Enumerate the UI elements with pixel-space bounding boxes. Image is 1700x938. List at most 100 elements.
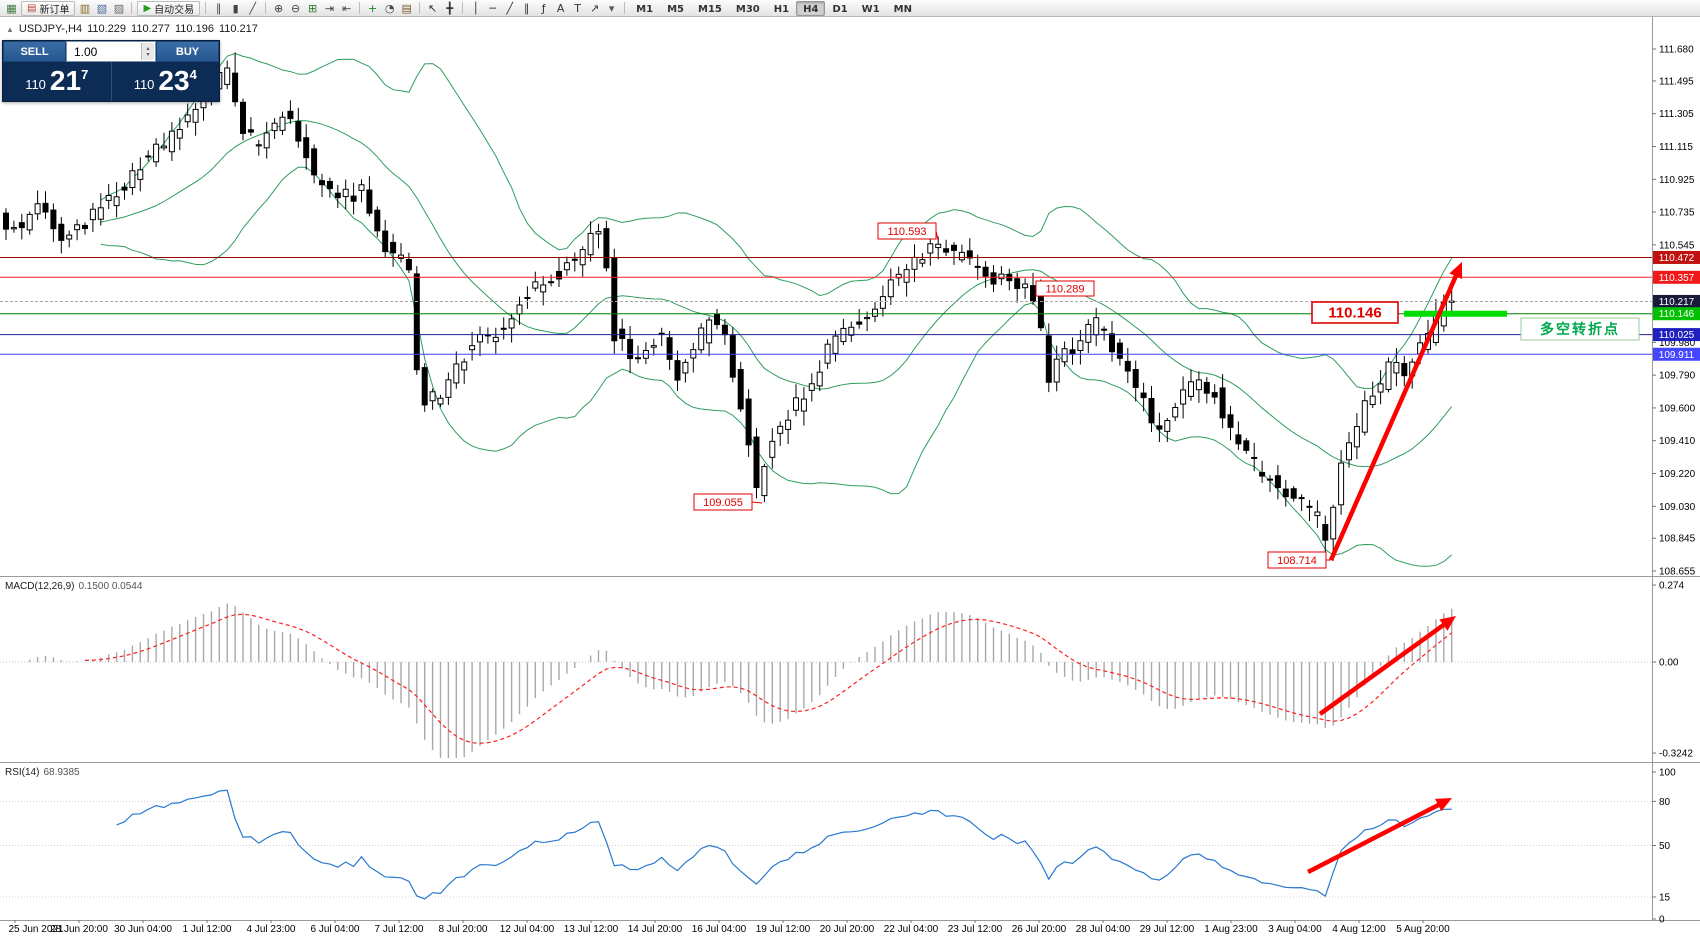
terminal-icon[interactable]: ▨: [113, 1, 125, 15]
sell-price[interactable]: 110 21 7: [3, 62, 112, 101]
sell-price-pip: 7: [81, 67, 89, 82]
svg-text:14 Jul 20:00: 14 Jul 20:00: [628, 924, 683, 935]
timeframe-h4-button[interactable]: H4: [796, 0, 826, 16]
zoom-in-icon[interactable]: ⊕: [274, 1, 284, 15]
price-annotation-109.055[interactable]: [693, 493, 753, 511]
timeframe-m1-button[interactable]: M1: [636, 3, 654, 15]
new-order-icon: ▤: [27, 2, 37, 14]
arrows-tool-icon[interactable]: ↗: [590, 1, 600, 15]
svg-text:109.220: 109.220: [1659, 469, 1696, 480]
price-annotation-110.593[interactable]: [877, 222, 937, 240]
axis-chip-109.911: [1653, 347, 1700, 361]
level-lines[interactable]: [0, 256, 1652, 355]
buy-button[interactable]: BUY: [156, 41, 219, 62]
new-order-button[interactable]: ▤ 新订单: [21, 0, 76, 16]
text-label-icon[interactable]: T: [574, 1, 582, 15]
indicators-icon[interactable]: +: [368, 1, 378, 15]
trend-arrows[interactable]: [1306, 262, 1463, 875]
svg-text:19 Jul 12:00: 19 Jul 12:00: [756, 924, 811, 935]
svg-text:109.055: 109.055: [703, 497, 743, 509]
svg-text:110.289: 110.289: [1046, 284, 1085, 296]
svg-text:0.274: 0.274: [1659, 581, 1684, 592]
annotations[interactable]: 110.593 110.289 110.146 109.055 108.714 多空转折点: [693, 222, 1640, 569]
bollinger-middle-band: [100, 120, 1453, 467]
line-chart-icon[interactable]: ╱: [249, 1, 256, 15]
timeframe-m5-button[interactable]: M5: [667, 3, 684, 15]
svg-text:110.217: 110.217: [1659, 297, 1695, 308]
auto-trading-button[interactable]: ▶ 自动交易: [137, 0, 201, 16]
svg-text:23 Jul 12:00: 23 Jul 12:00: [948, 924, 1003, 935]
toolbar-separator: [624, 2, 626, 14]
svg-text:28 Jul 04:00: 28 Jul 04:00: [1076, 924, 1131, 935]
toolbar-dropdown-icon[interactable]: ▾: [608, 1, 615, 15]
candlestick-chart-icon[interactable]: ▮: [232, 1, 239, 15]
new-chart-icon[interactable]: ▦: [6, 1, 17, 15]
ohlc-open: 110.229: [87, 23, 127, 35]
vertical-line-icon[interactable]: │: [472, 1, 479, 15]
timeframe-w1-button[interactable]: W1: [861, 3, 880, 15]
chart-shift-icon[interactable]: ⇤: [342, 1, 352, 15]
svg-text:109.410: 109.410: [1659, 436, 1696, 447]
svg-text:25 Jun 2021: 25 Jun 2021: [8, 924, 63, 935]
svg-text:8 Jul 20:00: 8 Jul 20:00: [439, 924, 488, 935]
spinner-up-icon[interactable]: ▴: [146, 45, 150, 52]
cursor-icon[interactable]: ↖: [428, 1, 438, 15]
sell-button[interactable]: SELL: [3, 41, 66, 62]
turning-point-box[interactable]: [1520, 317, 1640, 341]
trendline-icon[interactable]: ╱: [506, 1, 513, 15]
new-order-button-label: 新订单: [39, 4, 70, 16]
svg-text:0: 0: [1659, 915, 1665, 926]
market-watch-icon[interactable]: ▥: [79, 1, 91, 15]
timeframe-h1-button[interactable]: H1: [773, 3, 790, 15]
svg-text:110.146: 110.146: [1659, 309, 1695, 320]
navigator-icon[interactable]: ▧: [96, 1, 108, 15]
fibonacci-icon[interactable]: ƒ: [541, 1, 546, 15]
svg-text:29 Jul 12:00: 29 Jul 12:00: [1140, 924, 1195, 935]
svg-text:4 Jul 23:00: 4 Jul 23:00: [247, 924, 296, 935]
auto-scroll-icon[interactable]: ⇥: [325, 1, 335, 15]
spinner-down-icon[interactable]: ▾: [146, 51, 150, 58]
svg-text:109.790: 109.790: [1659, 371, 1696, 382]
buy-price[interactable]: 110 23 4: [112, 62, 220, 101]
price-annotation-110.146[interactable]: [1311, 301, 1399, 324]
svg-text:30 Jun 04:00: 30 Jun 04:00: [114, 924, 172, 935]
price-annotation-110.289[interactable]: [1035, 280, 1095, 297]
rsi-name: RSI(14): [5, 767, 40, 778]
templates-icon[interactable]: ▤: [401, 1, 412, 15]
crosshair-icon[interactable]: ╋: [446, 1, 453, 15]
svg-text:111.305: 111.305: [1659, 109, 1694, 120]
turning-point-text: 多空转折点: [1540, 321, 1620, 337]
timeframe-d1-button[interactable]: D1: [832, 3, 848, 15]
zoom-out-icon[interactable]: ⊖: [291, 1, 301, 15]
horizontal-line-icon[interactable]: ─: [489, 1, 496, 15]
periods-icon[interactable]: ◔: [384, 1, 395, 15]
volume-spinner[interactable]: ▴ ▾: [141, 43, 154, 60]
one-click-trading-panel: SELL 1.00 ▴ ▾ BUY 110 21 7 110 23 4: [2, 40, 220, 102]
rsi-panel: 100 80 50 15 0: [0, 768, 1676, 926]
svg-text:80: 80: [1659, 797, 1671, 808]
timeframe-m30-button[interactable]: M30: [735, 3, 760, 15]
toolbar-separator: [359, 2, 361, 14]
toolbar-separator: [205, 2, 207, 14]
svg-text:109.911: 109.911: [1659, 350, 1695, 361]
timeframe-mn-button[interactable]: MN: [893, 3, 912, 15]
svg-text:6 Jul 04:00: 6 Jul 04:00: [311, 924, 360, 935]
timeframe-m15-button[interactable]: M15: [698, 3, 722, 15]
svg-text:110.735: 110.735: [1659, 208, 1695, 219]
volume-field[interactable]: 1.00 ▴ ▾: [66, 41, 156, 62]
text-icon[interactable]: A: [556, 1, 565, 15]
bar-chart-icon[interactable]: ∥: [215, 1, 222, 15]
ohlc-close: 110.217: [218, 23, 258, 35]
ohlc-low: 110.196: [175, 23, 214, 35]
channel-icon[interactable]: ∥: [523, 1, 530, 15]
svg-text:12 Jul 04:00: 12 Jul 04:00: [500, 924, 555, 935]
sell-price-handle: 110: [25, 77, 46, 92]
volume-value: 1.00: [74, 44, 98, 59]
tile-windows-icon[interactable]: ⊞: [308, 1, 318, 15]
price-annotation-108.714[interactable]: [1267, 551, 1327, 569]
svg-text:16 Jul 04:00: 16 Jul 04:00: [692, 924, 747, 935]
svg-text:110.357: 110.357: [1659, 273, 1695, 284]
buy-price-big: 23: [158, 65, 190, 96]
bollinger-bands: [100, 52, 1453, 567]
